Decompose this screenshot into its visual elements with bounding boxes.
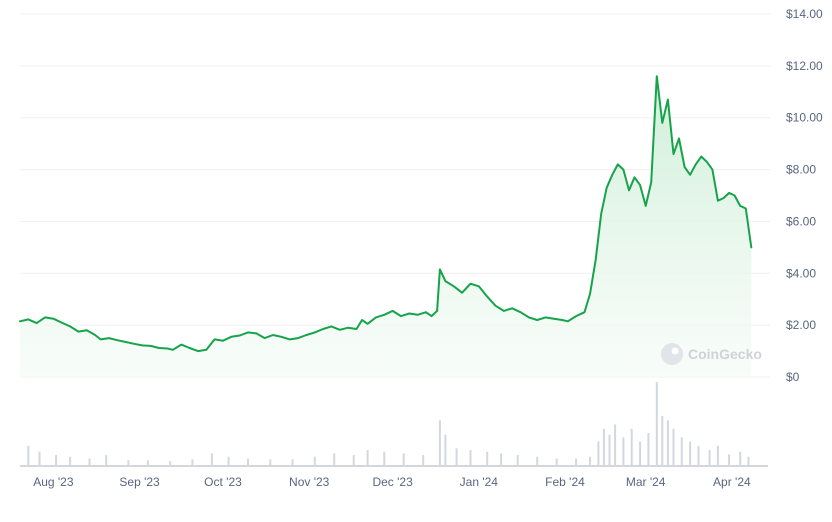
- volume-bar: [146, 460, 149, 467]
- price-area: [20, 76, 752, 377]
- x-tick-label: Feb '24: [545, 475, 585, 489]
- price-line: [19, 75, 753, 353]
- volume-bar: [647, 433, 650, 467]
- volume-bar: [555, 458, 558, 467]
- y-tick-label: $6.00: [786, 214, 816, 228]
- volume-bar: [455, 448, 458, 467]
- volume-bar: [708, 450, 711, 467]
- volume-bar: [333, 453, 336, 467]
- volume-bar: [602, 428, 605, 468]
- coingecko-logo-eye-icon: [671, 347, 679, 355]
- volume-bar: [402, 453, 405, 467]
- volume-bar: [27, 445, 30, 468]
- y-tick-label: $2.00: [786, 318, 816, 332]
- volume-bar: [269, 459, 272, 467]
- y-tick-label: $10.00: [786, 111, 823, 125]
- volume-bar: [536, 456, 539, 467]
- volume-bar: [127, 460, 130, 467]
- grid-lines: [20, 13, 770, 378]
- watermark-text: CoinGecko: [688, 346, 762, 362]
- volume-bar: [739, 451, 742, 467]
- x-tick-label: Mar '24: [626, 475, 666, 489]
- x-tick-label: Aug '23: [33, 475, 74, 489]
- volume-bar: [589, 456, 591, 467]
- volume-bar: [747, 456, 750, 467]
- volume-bar: [639, 441, 642, 467]
- coingecko-watermark: CoinGecko: [661, 343, 762, 365]
- volume-bar: [672, 428, 675, 468]
- volume-bar: [383, 451, 386, 467]
- volume-bar: [689, 441, 692, 467]
- volume-bar: [486, 451, 489, 467]
- volume-bar: [575, 458, 578, 467]
- volume-bar: [630, 428, 633, 468]
- x-tick-label: Apr '24: [713, 475, 751, 489]
- volume-baseline: [20, 465, 768, 467]
- y-tick-label: $8.00: [786, 163, 816, 177]
- x-tick-label: Nov '23: [289, 475, 330, 489]
- volume-bar: [608, 434, 611, 467]
- volume-bar: [716, 445, 719, 468]
- volume-bar: [728, 454, 731, 468]
- volume-bar: [313, 456, 316, 467]
- y-tick-label: $14.00: [786, 7, 823, 21]
- volume-bar: [422, 455, 425, 467]
- volume-bar: [516, 455, 519, 467]
- x-tick-label: Dec '23: [372, 475, 413, 489]
- volume-bar: [105, 455, 108, 467]
- y-tick-label: $12.00: [786, 59, 823, 73]
- volume-bar: [438, 420, 441, 468]
- volume-bar: [227, 456, 230, 467]
- x-tick-label: Sep '23: [119, 475, 160, 489]
- y-tick-label: $0: [786, 370, 800, 384]
- volume-bar: [38, 451, 41, 467]
- volume-bar: [661, 416, 664, 467]
- volume-bar: [191, 459, 194, 467]
- volume-bar: [500, 453, 503, 467]
- volume-bar: [366, 450, 369, 467]
- volume-bar: [291, 459, 294, 467]
- volume-bar: [680, 437, 683, 467]
- y-tick-label: $4.00: [786, 266, 816, 280]
- x-axis: Aug '23 Sep '23 Oct '23 Nov '23 Dec '23 Jan '…: [33, 475, 751, 489]
- volume-bar: [597, 441, 600, 467]
- x-tick-label: Jan '24: [460, 475, 499, 489]
- volume-bar: [666, 420, 669, 468]
- volume-bar: [69, 456, 72, 467]
- coingecko-logo-icon: [661, 343, 683, 365]
- volume-bars: [20, 382, 768, 468]
- volume-bar: [444, 434, 447, 467]
- volume-bar: [88, 458, 91, 467]
- volume-bar: [614, 424, 617, 467]
- volume-bar: [169, 461, 172, 468]
- volume-bar: [352, 455, 355, 467]
- volume-bar: [55, 455, 58, 467]
- x-tick-label: Oct '23: [204, 475, 242, 489]
- volume-bar: [655, 382, 658, 467]
- volume-bar: [247, 458, 249, 467]
- volume-bar: [210, 453, 213, 467]
- volume-bar: [469, 450, 472, 467]
- volume-bar: [622, 437, 625, 467]
- volume-bar: [697, 445, 700, 468]
- y-axis: $0 $2.00 $4.00 $6.00 $8.00 $10.00 $12.00 $14.00: [786, 7, 823, 384]
